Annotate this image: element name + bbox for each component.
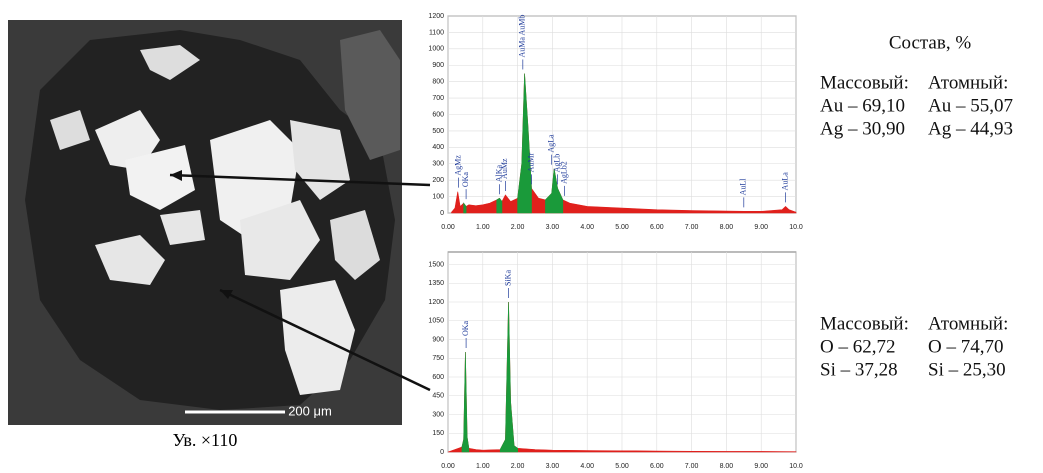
composition-value: Si – 37,28 bbox=[820, 359, 898, 380]
y-tick-label: 1500 bbox=[428, 261, 444, 268]
column-header: Атомный: bbox=[928, 72, 1008, 93]
x-tick-label: 4.00 bbox=[580, 463, 594, 468]
y-tick-label: 300 bbox=[432, 411, 444, 418]
peak-label: AuMz bbox=[500, 158, 509, 179]
y-tick-label: 1100 bbox=[429, 29, 444, 36]
peak-label: AlKa bbox=[494, 164, 503, 182]
composition-title: Состав, % bbox=[889, 32, 972, 53]
y-tick-label: 750 bbox=[432, 355, 444, 362]
peak-label: OKa bbox=[461, 320, 470, 336]
scale-label: 200 μm bbox=[288, 403, 332, 418]
x-tick-label: 3.00 bbox=[546, 463, 560, 468]
arrow bbox=[219, 288, 431, 392]
x-tick-label: 0.00 bbox=[441, 224, 455, 231]
peak-label: OKa bbox=[461, 172, 470, 188]
x-tick-label: 9.00 bbox=[754, 463, 768, 468]
particle bbox=[95, 110, 160, 170]
peak-label: AgLa bbox=[547, 134, 556, 153]
x-tick-label: 3.00 bbox=[546, 224, 560, 231]
particle bbox=[125, 145, 195, 210]
arrowhead bbox=[220, 290, 233, 299]
x-tick-label: 6.00 bbox=[650, 224, 664, 231]
composition-value: Ag – 44,93 bbox=[928, 118, 1013, 139]
particle bbox=[240, 200, 320, 280]
spectrum-area bbox=[517, 73, 532, 214]
x-tick-label: 7.00 bbox=[685, 224, 699, 231]
particle bbox=[140, 45, 200, 80]
y-tick-label: 500 bbox=[432, 128, 444, 135]
y-tick-label: 1350 bbox=[428, 280, 444, 287]
y-tick-label: 300 bbox=[432, 161, 444, 168]
peak-label: AuLl bbox=[739, 178, 748, 196]
spectrum-area bbox=[499, 301, 518, 453]
x-tick-label: 2.00 bbox=[511, 463, 525, 468]
y-tick-label: 0 bbox=[440, 449, 444, 456]
peak-label: AuLa bbox=[780, 172, 789, 191]
y-tick-label: 200 bbox=[432, 177, 444, 184]
peak-label: AgMz bbox=[453, 155, 462, 176]
y-tick-label: 900 bbox=[432, 62, 444, 69]
y-tick-label: 1050 bbox=[428, 318, 444, 325]
x-tick-label: 6.00 bbox=[650, 463, 664, 468]
y-tick-label: 900 bbox=[432, 336, 444, 343]
y-tick-label: 700 bbox=[432, 95, 444, 102]
peak-label: AgLb2 bbox=[559, 161, 568, 184]
y-tick-label: 0 bbox=[440, 210, 444, 217]
y-tick-label: 400 bbox=[432, 144, 444, 151]
y-tick-label: 100 bbox=[432, 193, 444, 200]
column-header: Массовый: bbox=[820, 313, 909, 334]
composition-value: Au – 69,10 bbox=[820, 95, 905, 116]
particle bbox=[50, 110, 90, 150]
arrow bbox=[169, 173, 431, 187]
x-tick-label: 1.00 bbox=[476, 224, 490, 231]
peak-label: SiKa bbox=[503, 270, 512, 286]
x-tick-label: 8.00 bbox=[720, 224, 734, 231]
composition-value: Si – 25,30 bbox=[928, 359, 1006, 380]
y-tick-label: 600 bbox=[432, 111, 444, 118]
y-tick-label: 800 bbox=[432, 79, 444, 86]
x-tick-label: 1.00 bbox=[476, 463, 490, 468]
x-tick-label: 5.00 bbox=[615, 224, 629, 231]
x-tick-label: 10.0 bbox=[789, 463, 803, 468]
sem-image: 200 μm bbox=[8, 20, 402, 425]
composition-value: O – 62,72 bbox=[820, 336, 895, 357]
spectrum-area bbox=[496, 197, 503, 214]
spectrum-area bbox=[461, 351, 470, 453]
particle bbox=[330, 210, 380, 280]
peak-label: AgLb bbox=[552, 154, 561, 173]
x-tick-label: 7.00 bbox=[685, 463, 699, 468]
particle bbox=[160, 210, 205, 245]
x-tick-label: 9.00 bbox=[754, 224, 768, 231]
y-tick-label: 600 bbox=[432, 374, 444, 381]
y-tick-label: 1200 bbox=[428, 299, 444, 306]
y-tick-label: 450 bbox=[432, 393, 444, 400]
arrowhead bbox=[170, 170, 182, 181]
column-header: Атомный: bbox=[928, 313, 1008, 334]
particle bbox=[95, 235, 165, 285]
x-tick-label: 5.00 bbox=[615, 463, 629, 468]
column-header: Массовый: bbox=[820, 72, 909, 93]
grain-side bbox=[340, 30, 400, 160]
y-tick-label: 150 bbox=[432, 430, 444, 437]
y-tick-label: 1000 bbox=[428, 46, 444, 53]
peak-label: AuMa AuMb bbox=[518, 15, 527, 58]
composition-value: Au – 55,07 bbox=[928, 95, 1013, 116]
x-tick-label: 0.00 bbox=[441, 463, 455, 468]
x-tick-label: 4.00 bbox=[580, 224, 594, 231]
spectrum-area bbox=[545, 168, 564, 214]
x-tick-label: 10.0 bbox=[789, 224, 803, 231]
spectrum-area bbox=[463, 202, 467, 214]
x-tick-label: 2.00 bbox=[511, 224, 525, 231]
y-tick-label: 1200 bbox=[428, 13, 444, 20]
peak-label: AuMr bbox=[526, 152, 535, 172]
x-tick-label: 8.00 bbox=[720, 463, 734, 468]
composition-value: Ag – 30,90 bbox=[820, 118, 905, 139]
magnification: Ув. ×110 bbox=[173, 430, 238, 450]
composition-value: O – 74,70 bbox=[928, 336, 1003, 357]
